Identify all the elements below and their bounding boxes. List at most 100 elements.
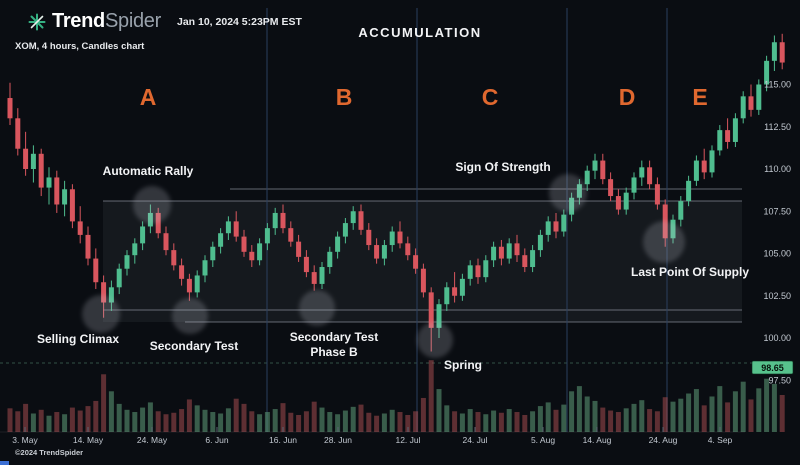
- candle-body: [218, 233, 224, 247]
- volume-bar: [15, 411, 21, 432]
- candle-body: [311, 272, 317, 284]
- highlight-circle-secondary-test: [172, 298, 208, 334]
- volume-bar: [358, 404, 364, 432]
- volume-bar: [553, 409, 559, 432]
- chart-title: ACCUMULATION: [358, 25, 481, 40]
- candle-body: [319, 267, 325, 284]
- volume-bar: [615, 412, 621, 432]
- volume-bar: [194, 405, 200, 432]
- candle-body: [85, 234, 91, 259]
- candle-body: [725, 130, 731, 142]
- candle-body: [342, 223, 348, 237]
- candle-body: [678, 201, 684, 220]
- volume-bar: [93, 400, 99, 432]
- candle-body: [537, 234, 543, 251]
- brand-name: TrendSpider: [52, 10, 161, 33]
- trendspider-logo: TrendSpider: [28, 10, 161, 33]
- volume-bar: [350, 406, 356, 432]
- volume-bar: [132, 412, 138, 432]
- candle-body: [179, 265, 185, 279]
- volume-bar: [545, 402, 551, 432]
- volume-bar: [366, 412, 372, 432]
- volume-bar: [140, 407, 146, 432]
- price-axis-label: 107.50: [763, 206, 791, 216]
- volume-bar: [514, 412, 520, 432]
- candle-body: [296, 241, 302, 257]
- annotation-secondary-test-phase-b: Phase B: [310, 345, 358, 359]
- candle-body: [405, 243, 411, 256]
- candle-body: [62, 189, 68, 205]
- volume-bar: [163, 414, 169, 432]
- candle-body: [608, 179, 614, 197]
- date-axis-label: 6. Jun: [205, 435, 228, 445]
- scrollbar-corner-mark: [0, 461, 9, 465]
- candle-body: [335, 236, 341, 252]
- volume-bar: [771, 383, 777, 432]
- annotation-sign-of-strength: Sign Of Strength: [455, 160, 550, 174]
- volume-bar: [717, 386, 723, 432]
- volume-bar: [7, 408, 13, 432]
- volume-bar: [491, 410, 497, 432]
- volume-bar: [147, 402, 153, 432]
- volume-bar: [389, 409, 395, 432]
- volume-bar: [225, 408, 231, 432]
- annotation-selling-climax: Selling Climax: [37, 332, 119, 346]
- candle-body: [288, 228, 294, 242]
- volume-bar: [569, 391, 575, 432]
- candle-body: [701, 160, 707, 173]
- candle-body: [194, 275, 200, 293]
- candle-body: [7, 98, 13, 119]
- candle-body: [155, 212, 161, 234]
- volume-bar: [280, 403, 286, 432]
- volume-bar: [608, 410, 614, 432]
- volume-bar: [46, 415, 52, 432]
- trendspider-spark-icon: [28, 13, 46, 30]
- volume-bar: [30, 413, 36, 432]
- candle-body: [592, 160, 598, 171]
- volume-bar: [296, 414, 302, 432]
- candle-body: [186, 278, 192, 293]
- volume-bar: [186, 399, 192, 432]
- volume-bar: [631, 403, 637, 432]
- candle-body: [639, 167, 645, 178]
- candle-body: [584, 170, 590, 185]
- volume-bar: [475, 412, 481, 432]
- candle-body: [163, 233, 169, 251]
- candle-body: [436, 304, 442, 328]
- price-axis-label: 115.00: [764, 80, 791, 90]
- candle-body: [140, 226, 146, 244]
- candle-body: [654, 184, 660, 205]
- volume-bar: [498, 412, 504, 432]
- volume-bar: [725, 402, 731, 432]
- candle-body: [600, 160, 606, 180]
- volume-bar: [483, 414, 489, 432]
- volume-bar: [537, 406, 543, 432]
- volume-bar: [327, 412, 333, 432]
- candle-body: [483, 260, 489, 278]
- candle-body: [475, 265, 481, 278]
- annotation-spring: Spring: [444, 358, 482, 372]
- highlight-circle-secondary-test-phase-b: [299, 290, 335, 326]
- volume-bar: [592, 400, 598, 432]
- volume-bar: [678, 398, 684, 432]
- candle-body: [389, 231, 395, 246]
- volume-bar: [654, 411, 660, 432]
- volume-bar: [54, 412, 60, 432]
- copyright-text: ©2024 TrendSpider: [15, 448, 84, 457]
- volume-bar: [600, 407, 606, 432]
- date-axis-label: 5. Aug: [531, 435, 555, 445]
- annotation-secondary-test: Secondary Test: [150, 339, 238, 353]
- phase-label-B: B: [336, 84, 353, 110]
- candle-body: [756, 84, 762, 110]
- volume-bar: [670, 401, 676, 432]
- date-axis-label: 14. May: [73, 435, 104, 445]
- candle-body: [358, 211, 364, 230]
- volume-bar: [257, 414, 263, 432]
- volume-bar: [764, 378, 770, 432]
- candle-body: [327, 251, 333, 268]
- highlight-circle-automatic-rally: [133, 186, 171, 224]
- candle-body: [732, 118, 738, 142]
- volume-bar: [38, 409, 44, 432]
- candle-body: [54, 177, 60, 205]
